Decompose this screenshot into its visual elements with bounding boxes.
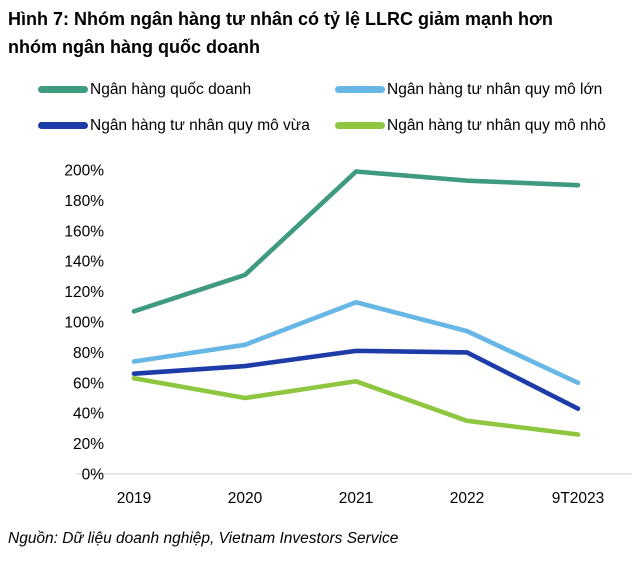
legend-item-1: Ngân hàng tư nhân quy mô lớn — [335, 80, 632, 99]
y-tick-label: 0% — [82, 467, 105, 484]
y-tick-label: 40% — [73, 406, 104, 423]
y-tick-label: 180% — [64, 193, 104, 210]
series-line-3 — [131, 375, 581, 437]
source-note: Nguồn: Dữ liệu doanh nghiệp, Vietnam Inv… — [8, 530, 399, 547]
chart-title-line1: Hình 7: Nhóm ngân hàng tư nhân có tỷ lệ … — [8, 9, 553, 29]
llrc-line-chart: 0% 20% 40% 60% 80% 100% 120% 140% 160% 180% 200% 20… — [0, 148, 640, 520]
legend-label: Ngân hàng quốc doanh — [90, 80, 252, 98]
legend-label: Ngân hàng tư nhân quy mô lớn — [387, 80, 603, 98]
y-tick-label: 100% — [64, 315, 104, 332]
legend-swatch-icon — [335, 86, 385, 93]
chart-title: Hình 7: Nhóm ngân hàng tư nhân có tỷ lệ … — [8, 6, 632, 62]
x-tick-label: 2019 — [117, 490, 151, 507]
legend-swatch-icon — [38, 86, 88, 93]
series-line-1 — [131, 299, 581, 386]
y-tick-label: 140% — [64, 254, 104, 271]
legend-label: Ngân hàng tư nhân quy mô nhỏ — [387, 116, 606, 134]
y-tick-label: 20% — [73, 436, 104, 453]
series-line-0 — [131, 169, 581, 314]
legend-swatch-icon — [38, 122, 88, 129]
y-tick-label: 120% — [64, 284, 104, 301]
legend-item-0: Ngân hàng quốc doanh — [38, 80, 335, 99]
x-tick-label: 9T2023 — [552, 490, 605, 507]
y-tick-label: 80% — [73, 345, 104, 362]
chart-legend: Ngân hàng quốc doanh Ngân hàng tư nhân qu… — [38, 80, 632, 135]
y-tick-label: 160% — [64, 223, 104, 240]
x-tick-label: 2021 — [339, 490, 373, 507]
legend-item-2: Ngân hàng tư nhân quy mô vừa — [38, 116, 335, 135]
y-tick-label: 60% — [73, 375, 104, 392]
x-tick-label: 2022 — [450, 490, 484, 507]
chart-title-line2: nhóm ngân hàng quốc doanh — [8, 36, 260, 57]
legend-swatch-icon — [335, 122, 385, 129]
x-tick-label: 2020 — [228, 490, 263, 507]
legend-item-3: Ngân hàng tư nhân quy mô nhỏ — [335, 116, 632, 135]
series-line-2 — [131, 348, 581, 411]
y-tick-label: 200% — [64, 163, 104, 180]
legend-label: Ngân hàng tư nhân quy mô vừa — [90, 116, 310, 134]
chart-canvas: 0% 20% 40% 60% 80% 100% 120% 140% 160% 180% 200% 20… — [64, 163, 632, 507]
